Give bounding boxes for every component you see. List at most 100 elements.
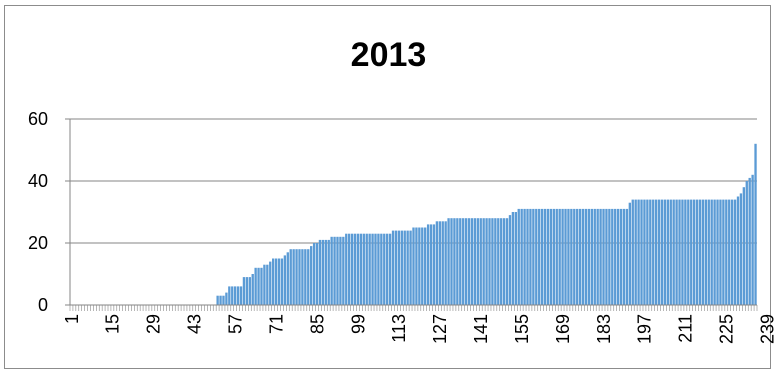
x-tick-label: 211 (676, 314, 696, 343)
bar (388, 233, 392, 305)
bar (532, 208, 535, 305)
bar (283, 255, 287, 305)
bar (625, 208, 629, 305)
bar (523, 208, 526, 305)
bar (272, 258, 275, 305)
bar (649, 199, 652, 305)
y-tick-label: 40 (28, 171, 48, 191)
bar (333, 236, 336, 305)
bar (418, 227, 421, 305)
bar (473, 218, 477, 305)
bar (345, 233, 348, 305)
bar (730, 199, 734, 305)
bar (231, 286, 234, 305)
bar (692, 199, 696, 305)
bar (280, 258, 284, 305)
bar (616, 208, 620, 305)
bar (716, 199, 719, 305)
bar (353, 233, 357, 305)
bar (725, 199, 728, 305)
bar (564, 208, 567, 305)
bar (330, 236, 333, 305)
bar (497, 218, 500, 305)
bar (581, 208, 585, 305)
bar (225, 292, 228, 305)
bar (526, 208, 529, 305)
bar (406, 230, 409, 305)
bar (304, 249, 307, 305)
bar (342, 236, 345, 305)
bar (368, 233, 371, 305)
bar (614, 208, 617, 305)
bar (567, 208, 570, 305)
bar (713, 199, 716, 305)
bar (236, 286, 240, 305)
bar (491, 218, 494, 305)
bar (292, 249, 295, 305)
bar (520, 208, 523, 305)
bar (310, 246, 313, 305)
bar (415, 227, 418, 305)
bar (728, 199, 731, 305)
bar (245, 277, 249, 305)
bar (637, 199, 640, 305)
bar (660, 199, 664, 305)
bar (228, 286, 231, 305)
bar (631, 199, 634, 305)
bar (687, 199, 690, 305)
bar (646, 199, 649, 305)
x-tick-label: 183 (594, 314, 614, 344)
bar (742, 187, 746, 305)
bar (657, 199, 661, 305)
bar (573, 208, 576, 305)
bar (254, 267, 257, 305)
bar (514, 212, 517, 305)
bar (505, 218, 509, 305)
bar (274, 258, 278, 305)
bar (260, 267, 263, 305)
bar (479, 218, 482, 305)
bar (666, 199, 670, 305)
bar (216, 295, 219, 305)
bar (429, 224, 433, 305)
bar (467, 218, 471, 305)
y-tick-label: 60 (28, 109, 48, 129)
bar (570, 208, 573, 305)
x-tick-label: 29 (144, 314, 164, 334)
x-tick-label: 15 (103, 314, 123, 334)
bars (216, 143, 757, 305)
bar (327, 239, 330, 305)
bar (494, 218, 497, 305)
y-tick-label: 0 (38, 295, 48, 315)
bar (628, 202, 632, 305)
x-tick-label: 239 (758, 314, 777, 344)
bar (549, 208, 553, 305)
bar (315, 243, 319, 305)
bar (587, 208, 591, 305)
bar (611, 208, 614, 305)
bar (476, 218, 479, 305)
bar (362, 233, 365, 305)
bar (350, 233, 354, 305)
bar (576, 208, 579, 305)
bar (321, 239, 325, 305)
bar (739, 193, 743, 305)
bar (733, 199, 737, 305)
bar (421, 227, 424, 305)
x-tick-labels: 1 15 29 43 57 71 85 99 113 127 141 155 169 183 197 211 2… (62, 314, 777, 344)
bar (409, 230, 412, 305)
bar (435, 221, 439, 305)
bar (695, 199, 699, 305)
bar (684, 199, 687, 305)
x-tick-label: 127 (430, 314, 450, 344)
bar (675, 199, 678, 305)
x-tick-label: 43 (185, 314, 205, 334)
bar (470, 218, 474, 305)
bar (286, 252, 289, 305)
bar (234, 286, 237, 305)
bar (608, 208, 611, 305)
x-tick-label: 85 (307, 314, 327, 334)
bar (456, 218, 459, 305)
bar (517, 208, 520, 305)
